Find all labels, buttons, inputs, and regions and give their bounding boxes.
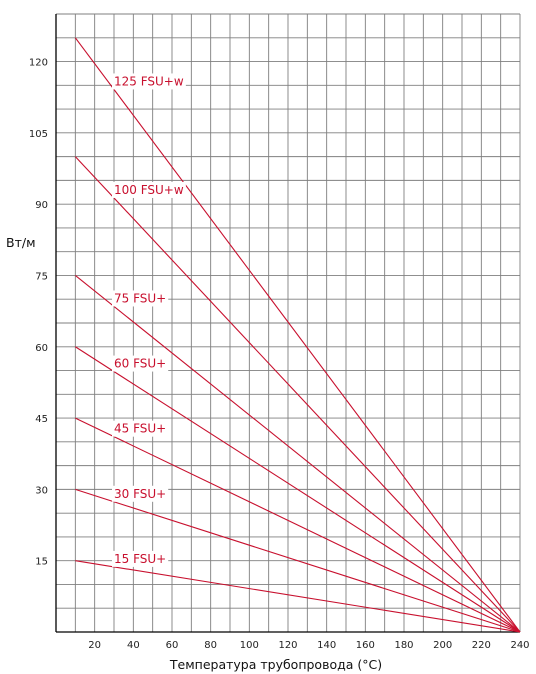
x-tick-label: 140 [317,640,336,651]
x-tick-label: 40 [127,640,140,651]
y-axis-title: Вт/м [6,235,36,250]
x-axis-title: Температура трубопровода (°С) [169,657,382,672]
series-label-background [112,485,169,502]
series-label-background [112,420,169,437]
x-tick-label: 20 [88,640,101,651]
y-tick-label: 120 [29,58,48,69]
y-tick-label: 75 [35,271,48,282]
x-tick-label: 220 [472,640,491,651]
x-tick-label: 180 [394,640,413,651]
grid [56,13,521,632]
x-tick-label: 100 [240,640,259,651]
series-label: 75 FSU+ [114,291,166,305]
tick-labels: 20 40 60 80 100 120 140 160 180 200 220 240 15 30 45 60… [29,58,530,651]
series-label: 30 FSU+ [114,487,166,501]
series-lines [74,37,521,633]
series-line [75,488,521,633]
y-tick-label: 30 [35,485,48,496]
x-tick-label: 200 [433,640,452,651]
x-tick-label: 60 [166,640,179,651]
series-line [75,417,521,633]
y-tick-label: 60 [35,343,48,354]
series-label: 100 FSU+w [114,183,184,197]
series-line [75,346,521,633]
x-tick-label: 80 [204,640,217,651]
series-line [74,156,521,633]
y-tick-label: 105 [29,129,48,140]
series-label-background [112,550,169,567]
series-label-background [112,290,169,307]
series-labels: 125 FSU+w 100 FSU+w 75 FSU+ 60 FSU+ 45 FSU+ 3… [112,73,186,567]
series-label-background [112,73,186,90]
y-tick-label: 15 [35,557,48,568]
x-tick-label: 160 [356,640,375,651]
axes [55,14,520,633]
y-tick-label: 90 [35,200,48,211]
series-line [74,275,521,633]
x-tick-label: 120 [278,640,297,651]
series-line [74,37,521,633]
series-label: 125 FSU+w [114,74,184,88]
series-label: 60 FSU+ [114,357,166,371]
series-label: 15 FSU+ [114,552,166,566]
series-line [75,560,521,633]
series-label-background [112,355,169,372]
series-label-background [112,181,186,198]
y-tick-label: 45 [35,414,48,425]
series-label: 45 FSU+ [114,422,166,436]
x-tick-label: 240 [510,640,529,651]
